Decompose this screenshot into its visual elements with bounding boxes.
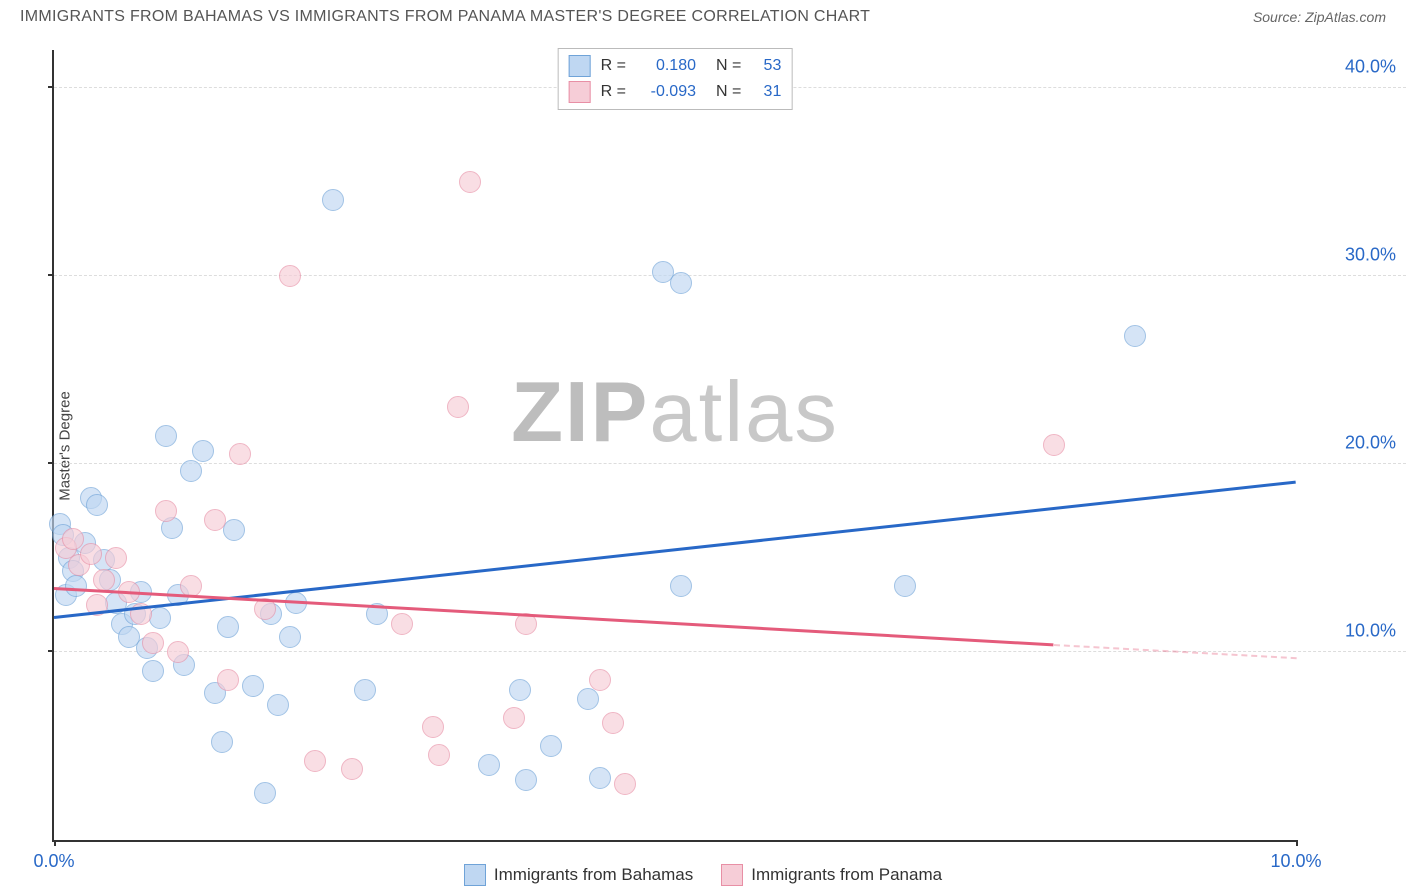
data-point <box>217 669 239 691</box>
data-point <box>447 396 469 418</box>
y-tick-label: 20.0% <box>1306 432 1396 453</box>
data-point <box>211 731 233 753</box>
y-tick-label: 40.0% <box>1306 56 1396 77</box>
data-point <box>614 773 636 795</box>
data-point <box>428 744 450 766</box>
r-value: -0.093 <box>636 83 696 101</box>
n-value: 53 <box>751 57 781 75</box>
legend-item-bahamas: Immigrants from Bahamas <box>464 864 693 886</box>
data-point <box>670 272 692 294</box>
gridline <box>54 463 1406 464</box>
data-point <box>478 754 500 776</box>
data-point <box>167 641 189 663</box>
data-point <box>459 171 481 193</box>
swatch-icon <box>464 864 486 886</box>
data-point <box>341 758 363 780</box>
data-point <box>540 735 562 757</box>
swatch-icon <box>721 864 743 886</box>
chart-title: IMMIGRANTS FROM BAHAMAS VS IMMIGRANTS FR… <box>20 8 870 26</box>
gridline <box>54 275 1406 276</box>
legend-label: Immigrants from Panama <box>751 865 942 885</box>
data-point <box>254 782 276 804</box>
swatch-icon <box>569 81 591 103</box>
data-point <box>894 575 916 597</box>
watermark: ZIPatlas <box>511 364 839 462</box>
data-point <box>142 660 164 682</box>
data-point <box>93 569 115 591</box>
r-label: R = <box>601 83 626 101</box>
y-tick-label: 10.0% <box>1306 620 1396 641</box>
data-point <box>267 694 289 716</box>
data-point <box>180 460 202 482</box>
data-point <box>149 607 171 629</box>
data-point <box>279 626 301 648</box>
data-point <box>217 616 239 638</box>
legend-stat-row: R = 0.180 N = 53 <box>569 53 782 79</box>
data-point <box>80 543 102 565</box>
r-label: R = <box>601 57 626 75</box>
n-label: N = <box>716 83 741 101</box>
legend-item-panama: Immigrants from Panama <box>721 864 942 886</box>
n-value: 31 <box>751 83 781 101</box>
data-point <box>503 707 525 729</box>
data-point <box>322 189 344 211</box>
data-point <box>242 675 264 697</box>
legend-stat-row: R = -0.093 N = 31 <box>569 79 782 105</box>
data-point <box>670 575 692 597</box>
data-point <box>515 769 537 791</box>
data-point <box>86 494 108 516</box>
data-point <box>142 632 164 654</box>
data-point <box>304 750 326 772</box>
data-point <box>223 519 245 541</box>
data-point <box>155 500 177 522</box>
legend-label: Immigrants from Bahamas <box>494 865 693 885</box>
data-point <box>279 265 301 287</box>
data-point <box>602 712 624 734</box>
y-tick-label: 30.0% <box>1306 244 1396 265</box>
n-label: N = <box>716 57 741 75</box>
data-point <box>1124 325 1146 347</box>
data-point <box>391 613 413 635</box>
data-point <box>589 767 611 789</box>
data-point <box>65 575 87 597</box>
data-point <box>204 509 226 531</box>
correlation-legend: R = 0.180 N = 53 R = -0.093 N = 31 <box>558 48 793 110</box>
data-point <box>589 669 611 691</box>
data-point <box>422 716 444 738</box>
data-point <box>1043 434 1065 456</box>
series-legend: Immigrants from Bahamas Immigrants from … <box>0 864 1406 886</box>
data-point <box>155 425 177 447</box>
data-point <box>509 679 531 701</box>
data-point <box>229 443 251 465</box>
data-point <box>62 528 84 550</box>
data-point <box>577 688 599 710</box>
data-point <box>105 547 127 569</box>
swatch-icon <box>569 55 591 77</box>
r-value: 0.180 <box>636 57 696 75</box>
source-label: Source: ZipAtlas.com <box>1253 9 1386 25</box>
data-point <box>354 679 376 701</box>
data-point <box>192 440 214 462</box>
chart-plot-area: ZIPatlas R =0.180N =53R =-0.093N =31 10.… <box>52 50 1296 842</box>
